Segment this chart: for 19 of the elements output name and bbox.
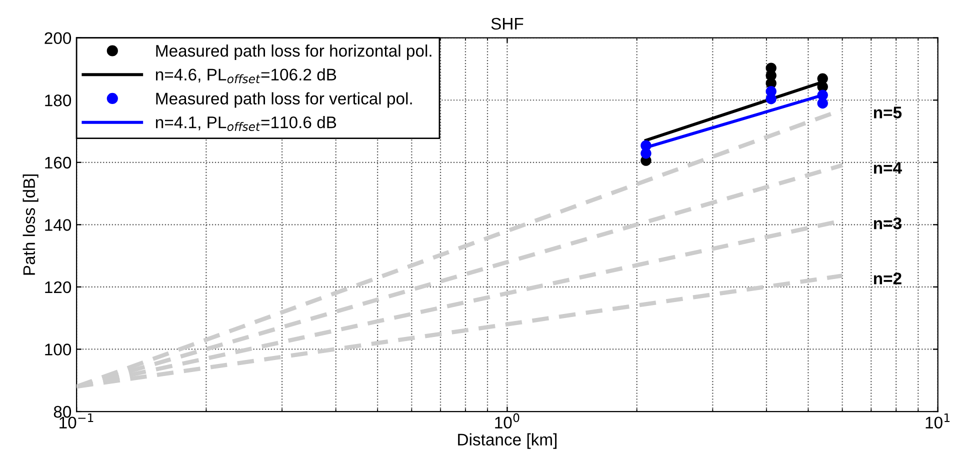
y-tick-label: 100 (45, 344, 72, 356)
y-tick-label: 160 (45, 156, 72, 169)
legend-label: Measured path loss for vertical pol. (156, 92, 412, 108)
series-label: n=2 (874, 272, 902, 284)
y-tick-label: 200 (44, 32, 72, 44)
x-tick-label: 10$^{0}$ (495, 413, 520, 428)
series-label: n=4 (874, 162, 902, 174)
y-tick-label: 180 (45, 94, 72, 106)
series-label: n=3 (874, 217, 902, 230)
legend-label: Measured path loss for horizontal pol. (156, 44, 432, 60)
x-axis-title: Distance [km] (458, 433, 556, 449)
x-tick-label: 10$^{1}$ (926, 413, 950, 428)
chart-title: SHF (491, 18, 524, 30)
y-tick-label: 140 (45, 219, 72, 231)
legend-label: n=4.6, PL$_{offset}$=106.2 dB (156, 68, 336, 84)
y-axis-title: Path loss [dB] (22, 174, 38, 275)
y-tick-label: 120 (45, 281, 72, 294)
series-label: n=5 (874, 106, 902, 118)
legend-label: n=4.1, PL$_{offset}$=110.6 dB (156, 116, 336, 132)
